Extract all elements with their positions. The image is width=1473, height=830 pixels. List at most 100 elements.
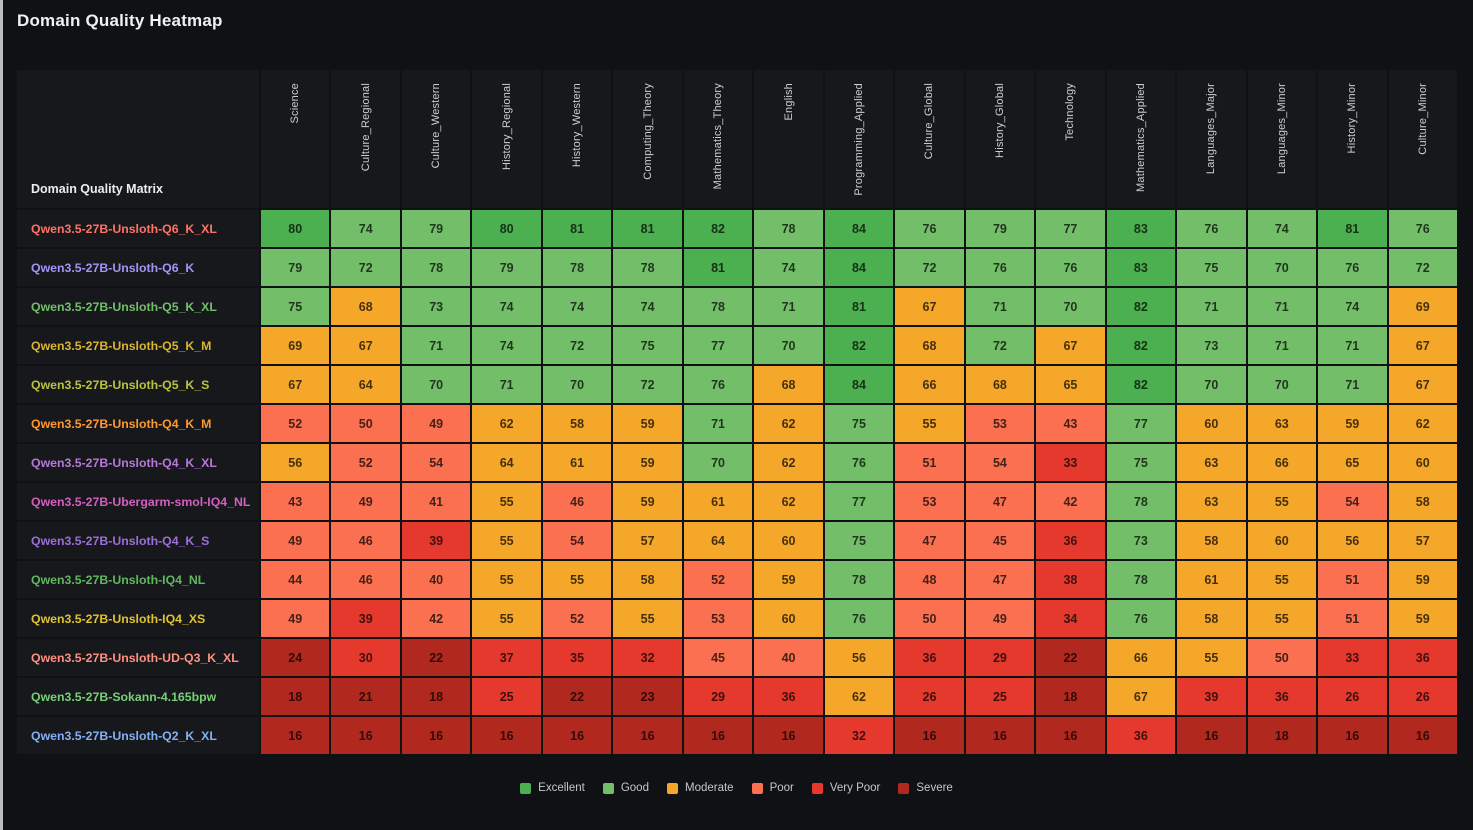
heatmap-cell: 75 bbox=[261, 288, 330, 325]
heatmap-cell: 84 bbox=[824, 366, 894, 403]
heatmap-cell: 53 bbox=[965, 405, 1035, 442]
legend-item[interactable]: Moderate bbox=[666, 782, 734, 794]
heatmap-cell: 33 bbox=[1318, 639, 1387, 676]
heatmap-cell: 70 bbox=[1247, 249, 1317, 286]
model-name: Qwen3.5-27B-Unsloth-Q4_K_M bbox=[31, 416, 212, 431]
column-header-label: History_Global bbox=[993, 83, 1006, 158]
column-header: Computing_Theory bbox=[613, 70, 682, 208]
heatmap-cell: 26 bbox=[1318, 678, 1387, 715]
heatmap-cell: 59 bbox=[613, 483, 682, 520]
heatmap-cell: 38 bbox=[1036, 561, 1105, 598]
heatmap-cell: 49 bbox=[401, 405, 471, 442]
heatmap-cell: 82 bbox=[1106, 366, 1176, 403]
legend-item[interactable]: Very Poor bbox=[811, 782, 881, 794]
heatmap-cell: 60 bbox=[1388, 444, 1457, 481]
legend-label: Very Poor bbox=[829, 782, 881, 794]
legend-item[interactable]: Severe bbox=[898, 782, 953, 794]
heatmap-cell: 25 bbox=[472, 678, 541, 715]
heatmap-cell: 29 bbox=[965, 639, 1035, 676]
column-header-label: Culture_Regional bbox=[359, 83, 372, 172]
heatmap-cell: 72 bbox=[613, 366, 682, 403]
heatmap-cell: 36 bbox=[754, 678, 823, 715]
heatmap-cell: 76 bbox=[1106, 600, 1176, 637]
heatmap-cell: 74 bbox=[542, 288, 612, 325]
heatmap-cell: 40 bbox=[754, 639, 823, 676]
heatmap-cell: 53 bbox=[683, 600, 753, 637]
model-row-label: Qwen3.5-27B-Sokann-4.165bpw bbox=[17, 678, 259, 715]
heatmap-cell: 79 bbox=[401, 210, 471, 247]
heatmap-cell: 26 bbox=[895, 678, 964, 715]
heatmap-cell: 80 bbox=[472, 210, 541, 247]
heatmap-cell: 49 bbox=[261, 600, 330, 637]
heatmap-cell: 45 bbox=[965, 522, 1035, 559]
heatmap-cell: 76 bbox=[683, 366, 753, 403]
model-row-label: Qwen3.5-27B-Unsloth-Q4_K_XL bbox=[17, 444, 259, 481]
heatmap-cell: 80 bbox=[261, 210, 330, 247]
legend-color-chip bbox=[751, 782, 763, 794]
heatmap-cell: 47 bbox=[965, 483, 1035, 520]
heatmap-cell: 76 bbox=[824, 600, 894, 637]
heatmap-cell: 60 bbox=[754, 522, 823, 559]
model-row-label: Qwen3.5-27B-Unsloth-Q5_K_M bbox=[17, 327, 259, 364]
heatmap-cell: 61 bbox=[542, 444, 612, 481]
model-row-label: Qwen3.5-27B-Unsloth-Q4_K_S bbox=[17, 522, 259, 559]
column-header: History_Western bbox=[542, 70, 612, 208]
heatmap-cell: 29 bbox=[683, 678, 753, 715]
heatmap-cell: 83 bbox=[1106, 210, 1176, 247]
heatmap-cell: 55 bbox=[472, 600, 541, 637]
heatmap-cell: 58 bbox=[542, 405, 612, 442]
column-header-label: Culture_Minor bbox=[1416, 83, 1429, 155]
heatmap-cell: 16 bbox=[401, 717, 471, 754]
column-header: Technology bbox=[1036, 70, 1105, 208]
column-header: Culture_Regional bbox=[331, 70, 400, 208]
heatmap-cell: 56 bbox=[1318, 522, 1387, 559]
legend-item[interactable]: Good bbox=[602, 782, 649, 794]
column-header: Languages_Major bbox=[1177, 70, 1246, 208]
model-row-label: Qwen3.5-27B-Unsloth-Q6_K bbox=[17, 249, 259, 286]
heatmap-cell: 82 bbox=[1106, 327, 1176, 364]
column-header: Culture_Global bbox=[895, 70, 964, 208]
model-name: Qwen3.5-27B-Unsloth-UD-Q3_K_XL bbox=[31, 650, 239, 665]
heatmap-cell: 62 bbox=[754, 444, 823, 481]
heatmap-cell: 77 bbox=[1036, 210, 1105, 247]
heatmap-cell: 62 bbox=[754, 405, 823, 442]
model-row-label: Qwen3.5-27B-Unsloth-Q5_K_S bbox=[17, 366, 259, 403]
heatmap-cell: 62 bbox=[824, 678, 894, 715]
heatmap-cell: 81 bbox=[824, 288, 894, 325]
heatmap-cell: 52 bbox=[683, 561, 753, 598]
column-header-label: History_Minor bbox=[1346, 83, 1359, 154]
heatmap-cell: 59 bbox=[613, 405, 682, 442]
heatmap-cell: 74 bbox=[1247, 210, 1317, 247]
heatmap-cell: 36 bbox=[895, 639, 964, 676]
heatmap-cell: 58 bbox=[1388, 483, 1457, 520]
legend-item[interactable]: Poor bbox=[751, 782, 794, 794]
column-header-label: Culture_Western bbox=[430, 83, 443, 169]
heatmap-cell: 16 bbox=[472, 717, 541, 754]
heatmap-cell: 16 bbox=[1318, 717, 1387, 754]
model-name: Qwen3.5-27B-Unsloth-Q5_K_M bbox=[31, 338, 212, 353]
heatmap-cell: 39 bbox=[331, 600, 400, 637]
heatmap-cell: 76 bbox=[965, 249, 1035, 286]
heatmap-cell: 77 bbox=[824, 483, 894, 520]
heatmap-cell: 76 bbox=[1388, 210, 1457, 247]
heatmap-cell: 67 bbox=[895, 288, 964, 325]
heatmap-cell: 74 bbox=[613, 288, 682, 325]
heatmap-cell: 72 bbox=[542, 327, 612, 364]
heatmap-cell: 36 bbox=[1036, 522, 1105, 559]
legend-label: Poor bbox=[769, 782, 794, 794]
legend-item[interactable]: Excellent bbox=[520, 782, 585, 794]
model-name: Qwen3.5-27B-Unsloth-Q5_K_XL bbox=[31, 299, 217, 314]
heatmap-cell: 50 bbox=[1247, 639, 1317, 676]
heatmap-cell: 79 bbox=[965, 210, 1035, 247]
heatmap-cell: 51 bbox=[1318, 600, 1387, 637]
heatmap-cell: 67 bbox=[1388, 366, 1457, 403]
legend-label: Severe bbox=[916, 782, 953, 794]
column-header: Culture_Western bbox=[401, 70, 471, 208]
heatmap-cell: 16 bbox=[754, 717, 823, 754]
heatmap-cell: 76 bbox=[1318, 249, 1387, 286]
heatmap-cell: 18 bbox=[1036, 678, 1105, 715]
heatmap-cell: 57 bbox=[1388, 522, 1457, 559]
column-header: History_Regional bbox=[472, 70, 541, 208]
heatmap-cell: 44 bbox=[261, 561, 330, 598]
heatmap-cell: 70 bbox=[542, 366, 612, 403]
